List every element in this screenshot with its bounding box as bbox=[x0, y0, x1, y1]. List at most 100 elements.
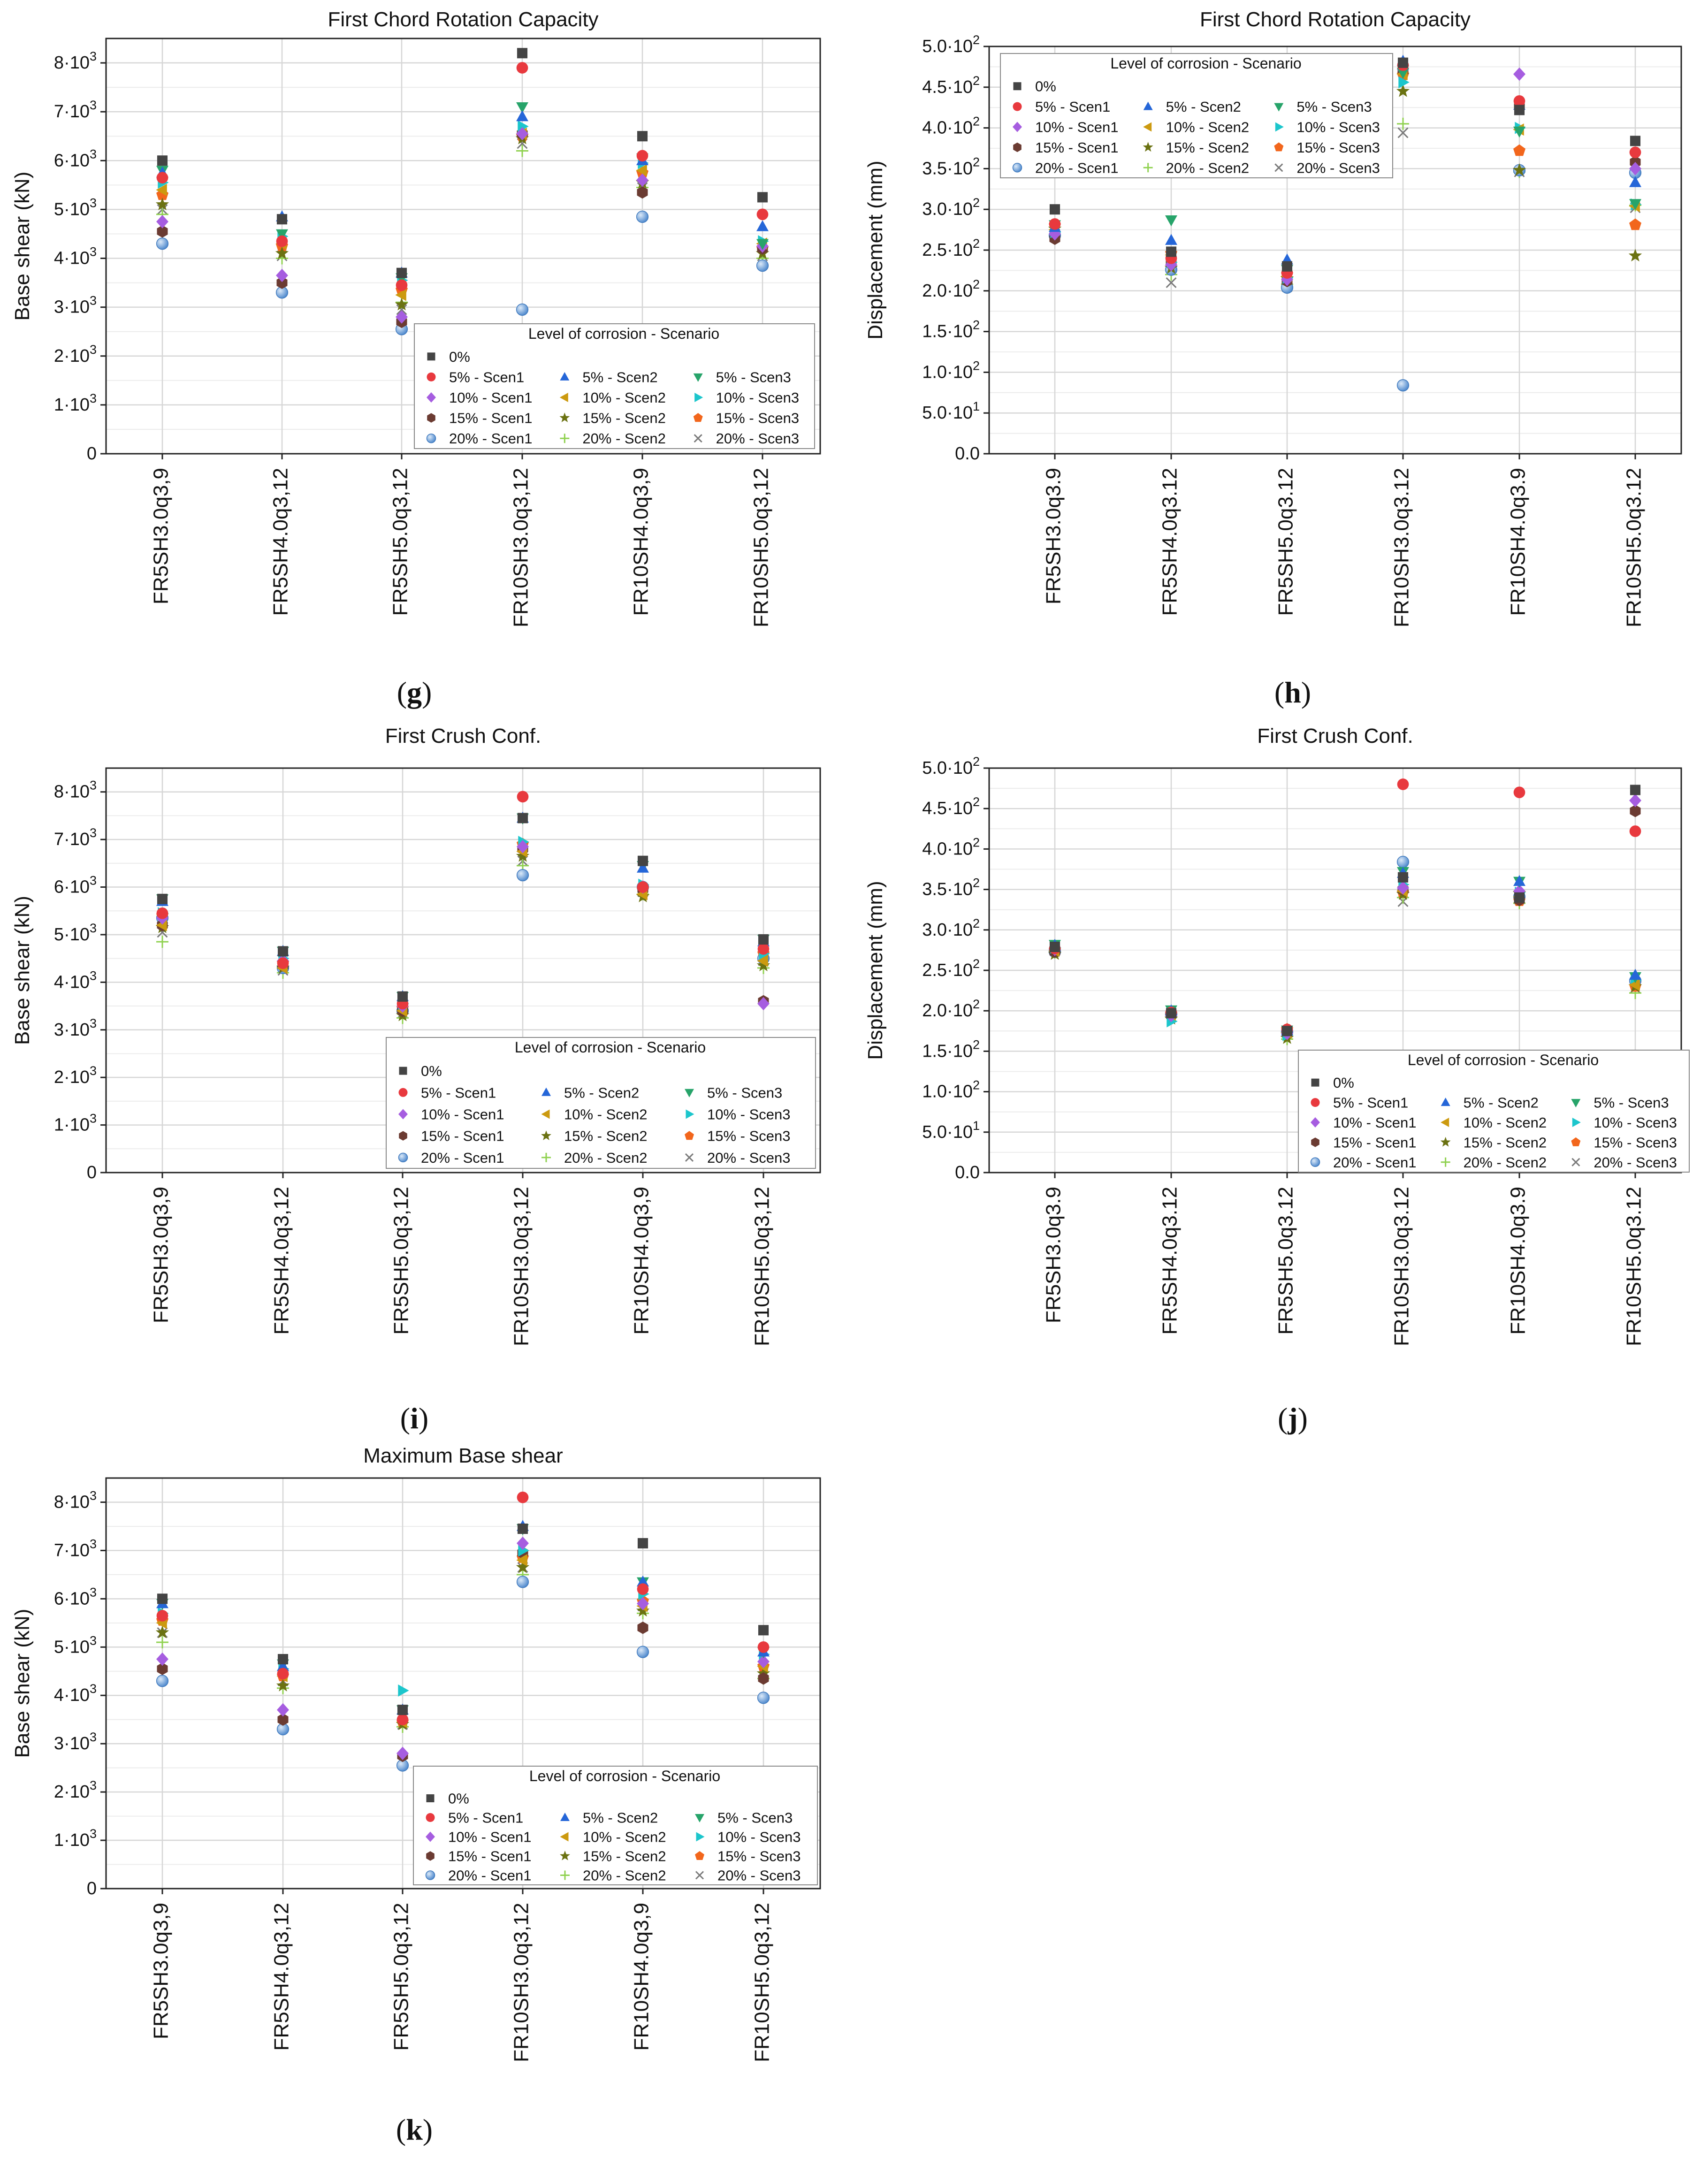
y-tick-label-mantissa: 3·10 bbox=[54, 297, 90, 317]
x-category-label: FR10SH4.0q3.9 bbox=[1507, 1187, 1530, 1335]
y-tick-label: 5.0·101 bbox=[922, 399, 980, 423]
data-point-s0 bbox=[1049, 941, 1060, 953]
y-tick-label-mantissa: 3.0·10 bbox=[922, 199, 973, 219]
data-point-s5_1 bbox=[1513, 95, 1525, 107]
y-tick-label-exponent: 2 bbox=[973, 155, 980, 169]
x-category-label: FR5SH4.0q3,12 bbox=[269, 468, 292, 616]
legend-marker-s20_1 bbox=[426, 433, 436, 443]
y-tick-label: 3.0·102 bbox=[922, 196, 980, 219]
data-point-s0 bbox=[1514, 892, 1525, 903]
y-tick-label: 4.0·102 bbox=[922, 836, 980, 859]
data-point-s10_1 bbox=[516, 127, 528, 141]
data-point-s5_3 bbox=[516, 102, 528, 114]
data-point-s0 bbox=[757, 192, 768, 203]
y-tick-label-exponent: 3 bbox=[90, 1682, 97, 1696]
data-point-s10_1 bbox=[156, 1652, 168, 1666]
legend-entry-label: 15% - Scen2 bbox=[582, 410, 666, 427]
legend-entry-label: 10% - Scen1 bbox=[448, 1829, 532, 1845]
data-point-s5_1 bbox=[1397, 778, 1409, 790]
legend-marker-s0 bbox=[399, 1067, 407, 1075]
legend-marker-s20_3 bbox=[694, 434, 702, 443]
legend-title: Level of corrosion - Scenario bbox=[1110, 55, 1301, 72]
data-point-s20_3 bbox=[1166, 277, 1177, 288]
data-point-s15_1 bbox=[1630, 805, 1641, 817]
x-category-label: FR10SH3.0q3,12 bbox=[510, 1187, 533, 1346]
data-point-s20_1 bbox=[636, 1646, 649, 1658]
y-tick-label-exponent: 3 bbox=[90, 1730, 97, 1744]
data-point-s0 bbox=[397, 991, 408, 1002]
y-tick-label: 2.5·102 bbox=[922, 957, 980, 980]
data-point-s5_1 bbox=[1629, 825, 1641, 837]
data-point-s15_1 bbox=[637, 1621, 648, 1634]
data-point-s10_1 bbox=[517, 1536, 529, 1550]
data-point-s5_1 bbox=[396, 279, 408, 291]
data-point-s10_1 bbox=[1281, 273, 1293, 286]
legend-marker-s15_1 bbox=[427, 413, 435, 423]
y-tick-label-mantissa: 4.5·10 bbox=[922, 799, 973, 818]
legend-marker-s0 bbox=[426, 1794, 435, 1802]
legend: Level of corrosion - Scenario 0% 5% - Scen… bbox=[1000, 53, 1393, 178]
data-point-s10_2 bbox=[156, 183, 167, 196]
legend-entry-label: 5% - Scen1 bbox=[448, 1810, 523, 1826]
data-point-s0 bbox=[1281, 1026, 1293, 1037]
y-tick-label: 2.5·102 bbox=[922, 236, 980, 260]
legend: Level of corrosion - Scenario 0% 5% - Scen… bbox=[413, 1766, 818, 1885]
data-point-s10_1 bbox=[156, 215, 168, 229]
data-point-s10_1 bbox=[396, 310, 408, 324]
x-category-label: FR10SH3.0q3.12 bbox=[1390, 468, 1413, 627]
legend-entry-label: 15% - Scen2 bbox=[583, 1848, 666, 1865]
y-tick-label: 2.0·102 bbox=[922, 277, 980, 301]
y-tick-label-mantissa: 7·10 bbox=[54, 830, 90, 849]
y-tick-label: 6·103 bbox=[54, 147, 97, 170]
y-tick-label-mantissa: 1·10 bbox=[54, 1115, 90, 1135]
y-tick-label: 3.5·102 bbox=[922, 155, 980, 179]
panel-letter: (i) bbox=[400, 1402, 428, 1435]
panel-h: First Chord Rotation Capacity0.05.0·1011… bbox=[864, 8, 1682, 709]
legend-entry-label: 20% - Scen1 bbox=[1035, 160, 1119, 176]
y-tick-label-mantissa: 2·10 bbox=[54, 1782, 90, 1802]
data-point-s15_1 bbox=[276, 276, 288, 289]
y-tick-label-exponent: 1 bbox=[973, 399, 980, 413]
y-tick-label-exponent: 3 bbox=[90, 245, 97, 259]
panel-letter-close: ) bbox=[1298, 1402, 1308, 1435]
data-point-s0 bbox=[517, 1524, 528, 1534]
y-tick-label: 0 bbox=[87, 444, 97, 464]
y-tick-label-exponent: 3 bbox=[90, 1064, 97, 1078]
legend-entry-label: 20% - Scen3 bbox=[707, 1150, 791, 1166]
data-point-s15_2 bbox=[395, 297, 409, 311]
data-point-s20_2 bbox=[156, 1636, 168, 1648]
data-point-s0 bbox=[637, 855, 648, 866]
data-point-s10_3 bbox=[398, 1684, 409, 1697]
y-tick-label: 5·103 bbox=[54, 1633, 97, 1657]
x-category-label: FR10SH4.0q3,9 bbox=[630, 1903, 653, 2051]
x-category-label: FR10SH3.0q3.12 bbox=[1390, 1187, 1413, 1346]
panel-letter-open: ( bbox=[400, 1402, 410, 1435]
panel-letter-char: g bbox=[407, 676, 422, 709]
data-point-s10_2 bbox=[757, 954, 768, 967]
x-category-label: FR10SH5.0q3,12 bbox=[751, 1187, 774, 1346]
legend-marker-s15_3 bbox=[1274, 142, 1284, 152]
y-tick-label-exponent: 2 bbox=[973, 795, 980, 809]
legend-marker-s0 bbox=[1311, 1078, 1319, 1087]
legend-marker-s10_2 bbox=[541, 1109, 550, 1119]
y-tick-label: 4.5·102 bbox=[922, 74, 980, 97]
legend-marker-s20_1 bbox=[1310, 1157, 1320, 1167]
panel-letter-char: i bbox=[410, 1402, 419, 1435]
plot-frame bbox=[105, 1477, 821, 1890]
y-tick-label-exponent: 3 bbox=[90, 874, 97, 888]
data-point-s20_1 bbox=[636, 210, 649, 223]
legend-entry-label: 10% - Scen1 bbox=[449, 389, 533, 406]
data-point-s5_3 bbox=[276, 229, 288, 241]
y-tick-label-mantissa: 4.5·10 bbox=[922, 77, 973, 97]
legend-marker-s10_3 bbox=[686, 1109, 694, 1119]
legend-marker-s15_1 bbox=[1311, 1137, 1319, 1147]
data-point-s5_2 bbox=[1629, 968, 1641, 980]
y-tick-label-exponent: 2 bbox=[973, 236, 980, 251]
chart-title: Maximum Base shear bbox=[363, 1444, 563, 1467]
y-tick-label-mantissa: 6·10 bbox=[54, 151, 90, 170]
legend-entry-label: 5% - Scen1 bbox=[1333, 1095, 1408, 1111]
y-tick-label: 0.0 bbox=[955, 1163, 980, 1182]
legend-marker-s20_2 bbox=[1441, 1157, 1450, 1167]
legend-entry-label: 20% - Scen1 bbox=[449, 430, 533, 447]
y-tick-label-mantissa: 2·10 bbox=[54, 346, 90, 366]
